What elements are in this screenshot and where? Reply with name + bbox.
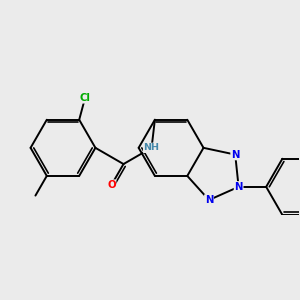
Text: N: N	[234, 182, 243, 192]
Text: O: O	[107, 180, 116, 190]
Text: NH: NH	[144, 143, 160, 152]
Text: N: N	[231, 150, 239, 160]
Text: N: N	[205, 195, 213, 205]
Text: Cl: Cl	[80, 93, 91, 103]
